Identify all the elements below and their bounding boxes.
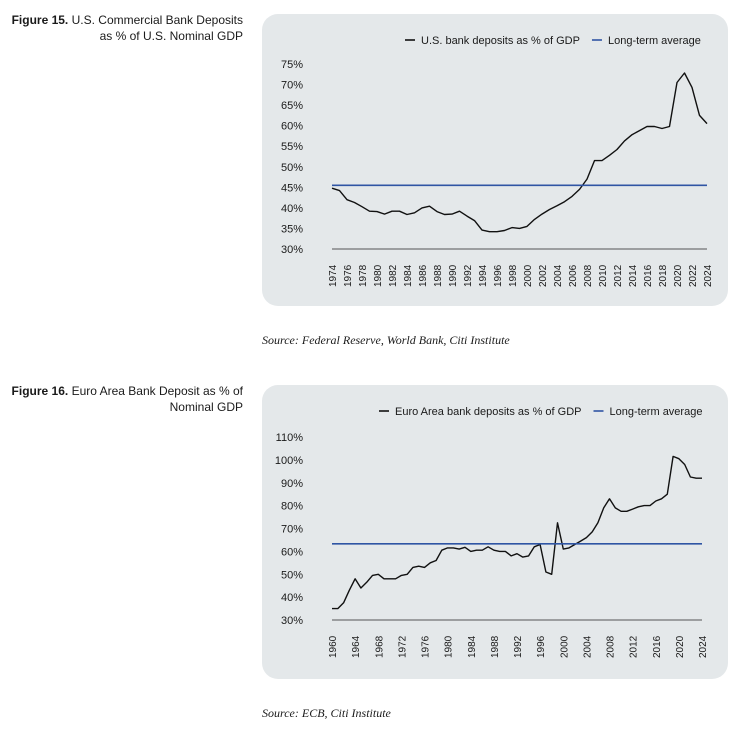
x-tick-label: 2002 (538, 264, 549, 287)
figure-16-caption: Euro Area Bank Deposit as % of Nominal G… (71, 384, 243, 414)
x-tick-label: 2004 (553, 264, 564, 287)
figure-15-source: Source: Federal Reserve, World Bank, Cit… (262, 333, 510, 347)
x-tick-label: 1988 (490, 635, 501, 658)
y-tick-label: 35% (281, 223, 303, 235)
x-tick-label: 1982 (388, 264, 399, 287)
x-tick-label: 1984 (467, 635, 478, 658)
figure-15-title: Figure 15. U.S. Commercial Bank Deposits… (0, 12, 243, 44)
x-tick-label: 2020 (673, 264, 684, 287)
x-tick-label: 2012 (613, 264, 624, 287)
x-tick-label: 2006 (568, 264, 579, 287)
figure-16-number: Figure 16. (11, 384, 69, 398)
x-tick-label: 2008 (606, 635, 617, 658)
x-tick-label: 2010 (598, 264, 609, 287)
x-tick-label: 2022 (688, 264, 699, 287)
x-tick-label: 1980 (444, 635, 455, 658)
x-tick-label: 2000 (523, 264, 534, 287)
y-tick-label: 80% (281, 501, 303, 513)
x-tick-label: 2016 (643, 264, 654, 287)
legend-label: Euro Area bank deposits as % of GDP (395, 406, 582, 418)
x-tick-label: 1996 (536, 635, 547, 658)
chart-2-plot: 30% 40% 50% 60% 70% 80% 90% 100% 110% 1960 1964 196… (275, 406, 709, 658)
x-tick-label: 2012 (629, 635, 640, 658)
y-tick-label: 75% (281, 59, 303, 71)
x-tick-label: 1990 (448, 264, 459, 287)
x-tick-label: 2024 (703, 264, 714, 287)
y-tick-label: 100% (275, 455, 303, 467)
chart-1-plot: 30% 35% 40% 45% 50% 55% 60% 65% 70% 75% 1974 1976 19… (281, 35, 714, 287)
x-tick-label: 1994 (478, 264, 489, 287)
x-tick-label: 1988 (433, 264, 444, 287)
x-tick-label: 2024 (698, 635, 709, 658)
y-tick-label: 45% (281, 182, 303, 194)
chart-panel-1: 30% 35% 40% 45% 50% 55% 60% 65% 70% 75% 1974 1976 19… (262, 14, 728, 306)
series-line-deposits (332, 455, 702, 610)
figure-16-source: Source: ECB, Citi Institute (262, 706, 391, 720)
x-tick-label: 2014 (628, 264, 639, 287)
x-tick-label: 1992 (513, 635, 524, 658)
legend-label: U.S. bank deposits as % of GDP (421, 35, 580, 47)
x-tick-label: 2020 (675, 635, 686, 658)
y-tick-label: 60% (281, 121, 303, 133)
x-tick-label: 2016 (652, 635, 663, 658)
x-tick-label: 1960 (328, 635, 339, 658)
x-tick-label: 2018 (658, 264, 669, 287)
y-tick-label: 50% (281, 569, 303, 581)
y-tick-label: 60% (281, 546, 303, 558)
y-tick-label: 30% (281, 244, 303, 256)
x-tick-label: 1974 (328, 264, 339, 287)
x-tick-label: 2000 (559, 635, 570, 658)
x-tick-label: 1972 (397, 635, 408, 658)
y-tick-label: 65% (281, 100, 303, 112)
x-tick-label: 1986 (418, 264, 429, 287)
x-tick-label: 2004 (582, 635, 593, 658)
x-tick-label: 1980 (373, 264, 384, 287)
y-tick-label: 70% (281, 80, 303, 92)
figure-15-caption: U.S. Commercial Bank Deposits as % of U.… (71, 13, 243, 43)
y-tick-label: 70% (281, 524, 303, 536)
x-tick-label: 1964 (351, 635, 362, 658)
x-tick-label: 1984 (403, 264, 414, 287)
figure-16-title: Figure 16. Euro Area Bank Deposit as % o… (0, 383, 243, 415)
y-tick-label: 90% (281, 478, 303, 490)
legend-label: Long-term average (610, 406, 703, 418)
legend-label: Long-term average (608, 35, 701, 47)
chart-panel-2: 30% 40% 50% 60% 70% 80% 90% 100% 110% 1960 1964 196… (262, 385, 728, 679)
x-tick-label: 2008 (583, 264, 594, 287)
y-tick-label: 40% (281, 203, 303, 215)
x-tick-label: 1978 (358, 264, 369, 287)
y-tick-label: 50% (281, 162, 303, 174)
y-tick-label: 110% (276, 432, 304, 444)
y-tick-label: 40% (281, 592, 303, 604)
series-line-deposits (331, 72, 708, 233)
x-tick-label: 1992 (463, 264, 474, 287)
figure-15-number: Figure 15. (11, 13, 69, 27)
y-tick-label: 55% (281, 141, 303, 153)
y-tick-label: 30% (281, 615, 303, 627)
x-tick-label: 1996 (493, 264, 504, 287)
x-tick-label: 1968 (374, 635, 385, 658)
x-tick-label: 1976 (421, 635, 432, 658)
x-tick-label: 1976 (343, 264, 354, 287)
x-tick-label: 1998 (508, 264, 519, 287)
